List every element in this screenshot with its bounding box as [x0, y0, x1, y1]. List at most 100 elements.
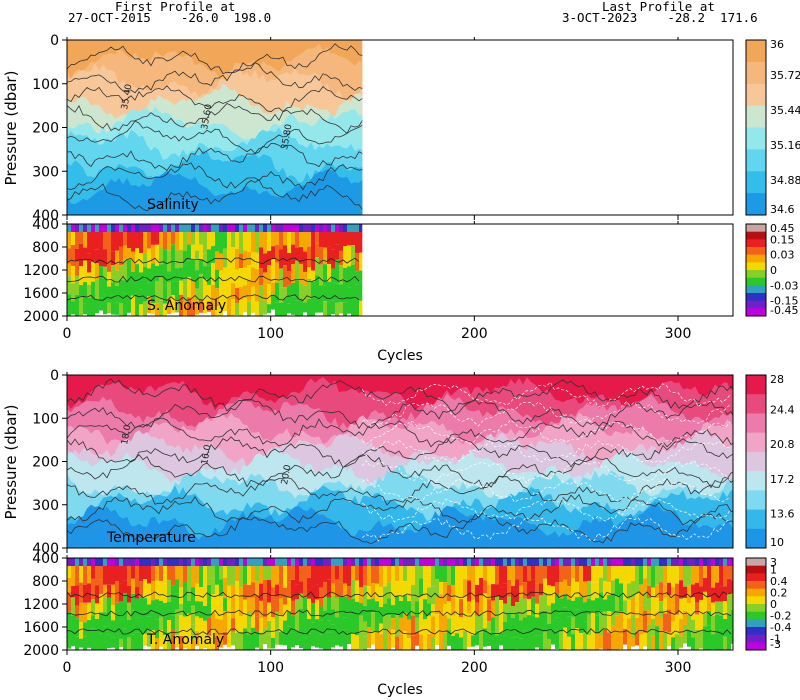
temperature-anomaly-cell — [387, 598, 391, 616]
temperature-anomaly-cell — [543, 558, 547, 566]
temperature-anomaly-cell — [467, 613, 471, 634]
salinity-anomaly-cell — [279, 224, 283, 232]
temperature-anomaly-cell — [731, 593, 733, 610]
temperature-anomaly-cell — [531, 615, 535, 638]
salinity-anomaly-cell — [267, 232, 271, 251]
temperature-anomaly-cell — [459, 558, 463, 566]
salinity-anomaly-cell — [139, 232, 143, 254]
temperature-anomaly-cell — [75, 618, 79, 637]
temperature-anomaly-cell — [515, 558, 519, 566]
salinity-anomaly-cell — [283, 287, 287, 299]
temperature-anomaly-cell — [711, 587, 715, 603]
temperature-anomaly-cell — [243, 566, 247, 585]
salinity-anomaly-cell — [167, 224, 171, 232]
temperature-anomaly-cell — [451, 558, 455, 566]
temperature-anomaly-cell — [139, 581, 143, 597]
temperature-anomaly-cell — [363, 585, 367, 606]
temperature-anomaly-cell — [731, 629, 733, 644]
salinity-colorbar-swatch — [746, 105, 766, 128]
salinity-anomaly-cell — [199, 224, 203, 232]
temperature-anomaly-cell — [451, 635, 455, 650]
temperature-anomaly-cell — [131, 593, 135, 611]
temperature-anomaly-cell — [499, 587, 503, 601]
temperature-anomaly-cell — [307, 558, 311, 566]
temperature-anomaly-cell — [395, 595, 399, 616]
salinity-anomaly-cell — [171, 224, 175, 232]
salinity-anomaly-cell — [239, 286, 243, 300]
salinity-anomaly-cell — [267, 265, 271, 285]
temperature-anomaly-cell — [275, 566, 279, 585]
temperature-anomaly-cell — [415, 601, 419, 618]
salinity-anomaly-cell — [115, 250, 119, 271]
salinity-anomaly-cell — [207, 232, 211, 250]
temperature-anomaly-cell — [423, 578, 427, 600]
temperature-anomaly-cell — [175, 609, 179, 636]
temperature-anomaly-cell — [191, 587, 195, 606]
temperature-anomaly-cell — [523, 630, 527, 650]
temperature-anomaly-cell — [311, 566, 315, 587]
salinity-anomaly-cell — [303, 224, 307, 232]
temperature-anomaly-cell — [307, 619, 311, 634]
temperature-anomaly-cell — [663, 613, 667, 632]
salinity-anomaly-cell — [67, 263, 71, 277]
temperature-anomaly-cell — [371, 583, 375, 599]
salinity-anomaly-cell — [267, 224, 271, 232]
temperature-anomaly-cell — [431, 566, 435, 587]
temperature-anomaly-cell — [487, 566, 491, 585]
temperature-anomaly-cell — [507, 596, 511, 613]
salinity-anomaly-cell — [283, 265, 287, 288]
salinity-anomaly-cell — [79, 243, 83, 267]
temperature-anomaly-cell — [375, 558, 379, 566]
temperature-anomaly-cell — [559, 631, 563, 650]
temperature-anomaly-cell — [679, 598, 683, 620]
temperature-anomaly-cell — [491, 584, 495, 601]
temperature-anomaly-cell — [335, 579, 339, 598]
salinity-anomaly-cell — [303, 251, 307, 272]
temperature-anomaly-cell — [643, 558, 647, 566]
temperature-anomaly-cell — [491, 566, 495, 585]
temperature-anomaly-cell — [331, 624, 335, 648]
temperature-anomaly-cell — [587, 614, 591, 636]
temperature-anomaly-cell — [571, 616, 575, 635]
temperature-anomaly-cell — [455, 581, 459, 596]
temperature-anomaly-cell — [163, 558, 167, 566]
salinity-anomaly-cell — [203, 279, 207, 300]
temperature-anomaly-cell — [227, 585, 231, 604]
temperature-anomaly-cell — [587, 580, 591, 599]
salinity-anomaly-cell — [135, 224, 139, 232]
temperature-anomaly-cell — [663, 631, 667, 650]
temperature-anomaly-cell — [187, 566, 191, 584]
temperature-anomaly-cell — [259, 600, 263, 619]
temperature-anomaly-cell — [559, 582, 563, 599]
temperature-anomaly-cell — [435, 558, 439, 566]
temperature-anomaly-cell — [195, 583, 199, 602]
temperature-anomaly-cell — [131, 558, 135, 566]
temperature-anomaly-cell — [499, 613, 503, 633]
temperature-anomaly-cell — [151, 612, 155, 631]
salinity-anomaly-colorbar-swatch — [746, 231, 766, 240]
salinity-anomaly-cell — [263, 253, 267, 273]
temperature-anomaly-cell — [599, 578, 603, 593]
salinity-anomaly-cell — [315, 232, 319, 244]
salinity-anomaly-cell — [307, 267, 311, 279]
salinity-anomaly-cell — [359, 232, 363, 253]
temperature-anomaly-cell — [159, 566, 163, 581]
salinity-anomaly-cell — [243, 224, 247, 232]
temperature-anomaly-cell — [455, 633, 459, 650]
temperature-anomaly-cell — [171, 615, 175, 631]
temperature-anomaly-cell — [399, 617, 403, 635]
temperature-anomaly-cell — [643, 592, 647, 611]
temperature-anomaly-cell — [447, 566, 451, 586]
temperature-anomaly-cell — [635, 632, 639, 646]
salinity-anomaly-cell — [263, 301, 267, 315]
salinity-anomaly-cell — [251, 300, 255, 313]
temperature-anomaly-cell — [135, 586, 139, 599]
temperature-anomaly-cell — [359, 558, 363, 566]
temperature-anomaly-cell — [523, 598, 527, 618]
salinity-anomaly-cell — [231, 247, 235, 262]
salinity-anomaly-cell — [243, 267, 247, 286]
temperature-anomaly-cell — [295, 630, 299, 646]
temperature-colorbar-swatch — [746, 394, 766, 414]
salinity-anomaly-cell — [255, 301, 259, 316]
